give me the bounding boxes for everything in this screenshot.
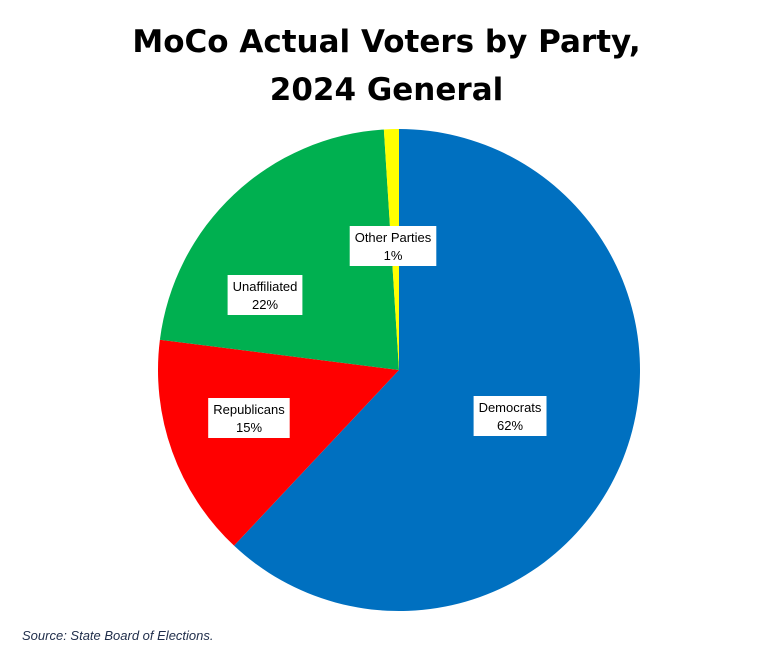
- data-label-name-unaffiliated: Unaffiliated: [233, 279, 298, 294]
- chart-title-line-1: MoCo Actual Voters by Party,: [132, 24, 641, 60]
- data-label-name-democrats: Democrats: [479, 400, 542, 415]
- source-note: Source: State Board of Elections.: [22, 628, 214, 643]
- pie-data-labels: Democrats 62% Republicans 15% Unaffiliated 22…: [208, 226, 547, 438]
- data-label-other-parties: Other Parties 1%: [349, 226, 437, 266]
- pie-slice-republicans: [157, 339, 399, 546]
- data-label-name-other-parties: Other Parties: [355, 230, 432, 245]
- data-label-box-republicans: [208, 398, 290, 438]
- pie-slice-democrats: [234, 129, 640, 611]
- data-label-value-other-parties: 1%: [384, 248, 403, 263]
- data-label-democrats: Democrats 62%: [473, 396, 547, 436]
- data-label-value-unaffiliated: 22%: [252, 297, 278, 312]
- pie-slice-unaffiliated: [159, 129, 399, 370]
- data-label-box-unaffiliated: [227, 275, 303, 315]
- chart-title-line-2: 2024 General: [269, 72, 504, 108]
- pie-slices: [157, 129, 640, 611]
- data-label-value-democrats: 62%: [497, 418, 523, 433]
- data-label-republicans: Republicans 15%: [208, 398, 290, 438]
- data-label-name-republicans: Republicans: [213, 402, 285, 417]
- chart-title: MoCo Actual Voters by Party, 2024 Genera…: [0, 18, 773, 114]
- data-label-unaffiliated: Unaffiliated 22%: [227, 275, 303, 315]
- data-label-box-other-parties: [349, 226, 437, 266]
- data-label-box-democrats: [473, 396, 547, 436]
- data-label-value-republicans: 15%: [236, 420, 262, 435]
